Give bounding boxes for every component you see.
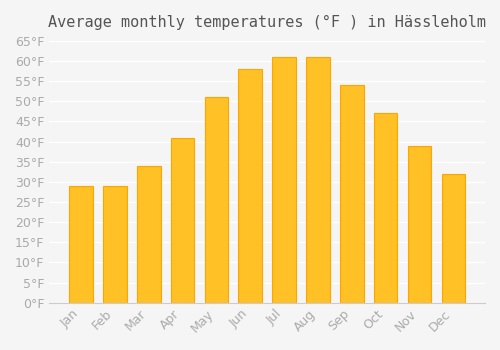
Bar [170,138,194,303]
Bar [374,113,398,303]
Bar [238,69,262,303]
Title: Average monthly temperatures (°F ) in Hässleholm: Average monthly temperatures (°F ) in Hä… [48,15,486,30]
Bar [306,57,330,303]
Bar [137,166,160,303]
Bar [69,186,93,303]
Bar [103,186,126,303]
Bar [442,174,465,303]
Bar [204,97,229,303]
Bar [408,146,432,303]
Bar [340,85,363,303]
Bar [272,57,296,303]
